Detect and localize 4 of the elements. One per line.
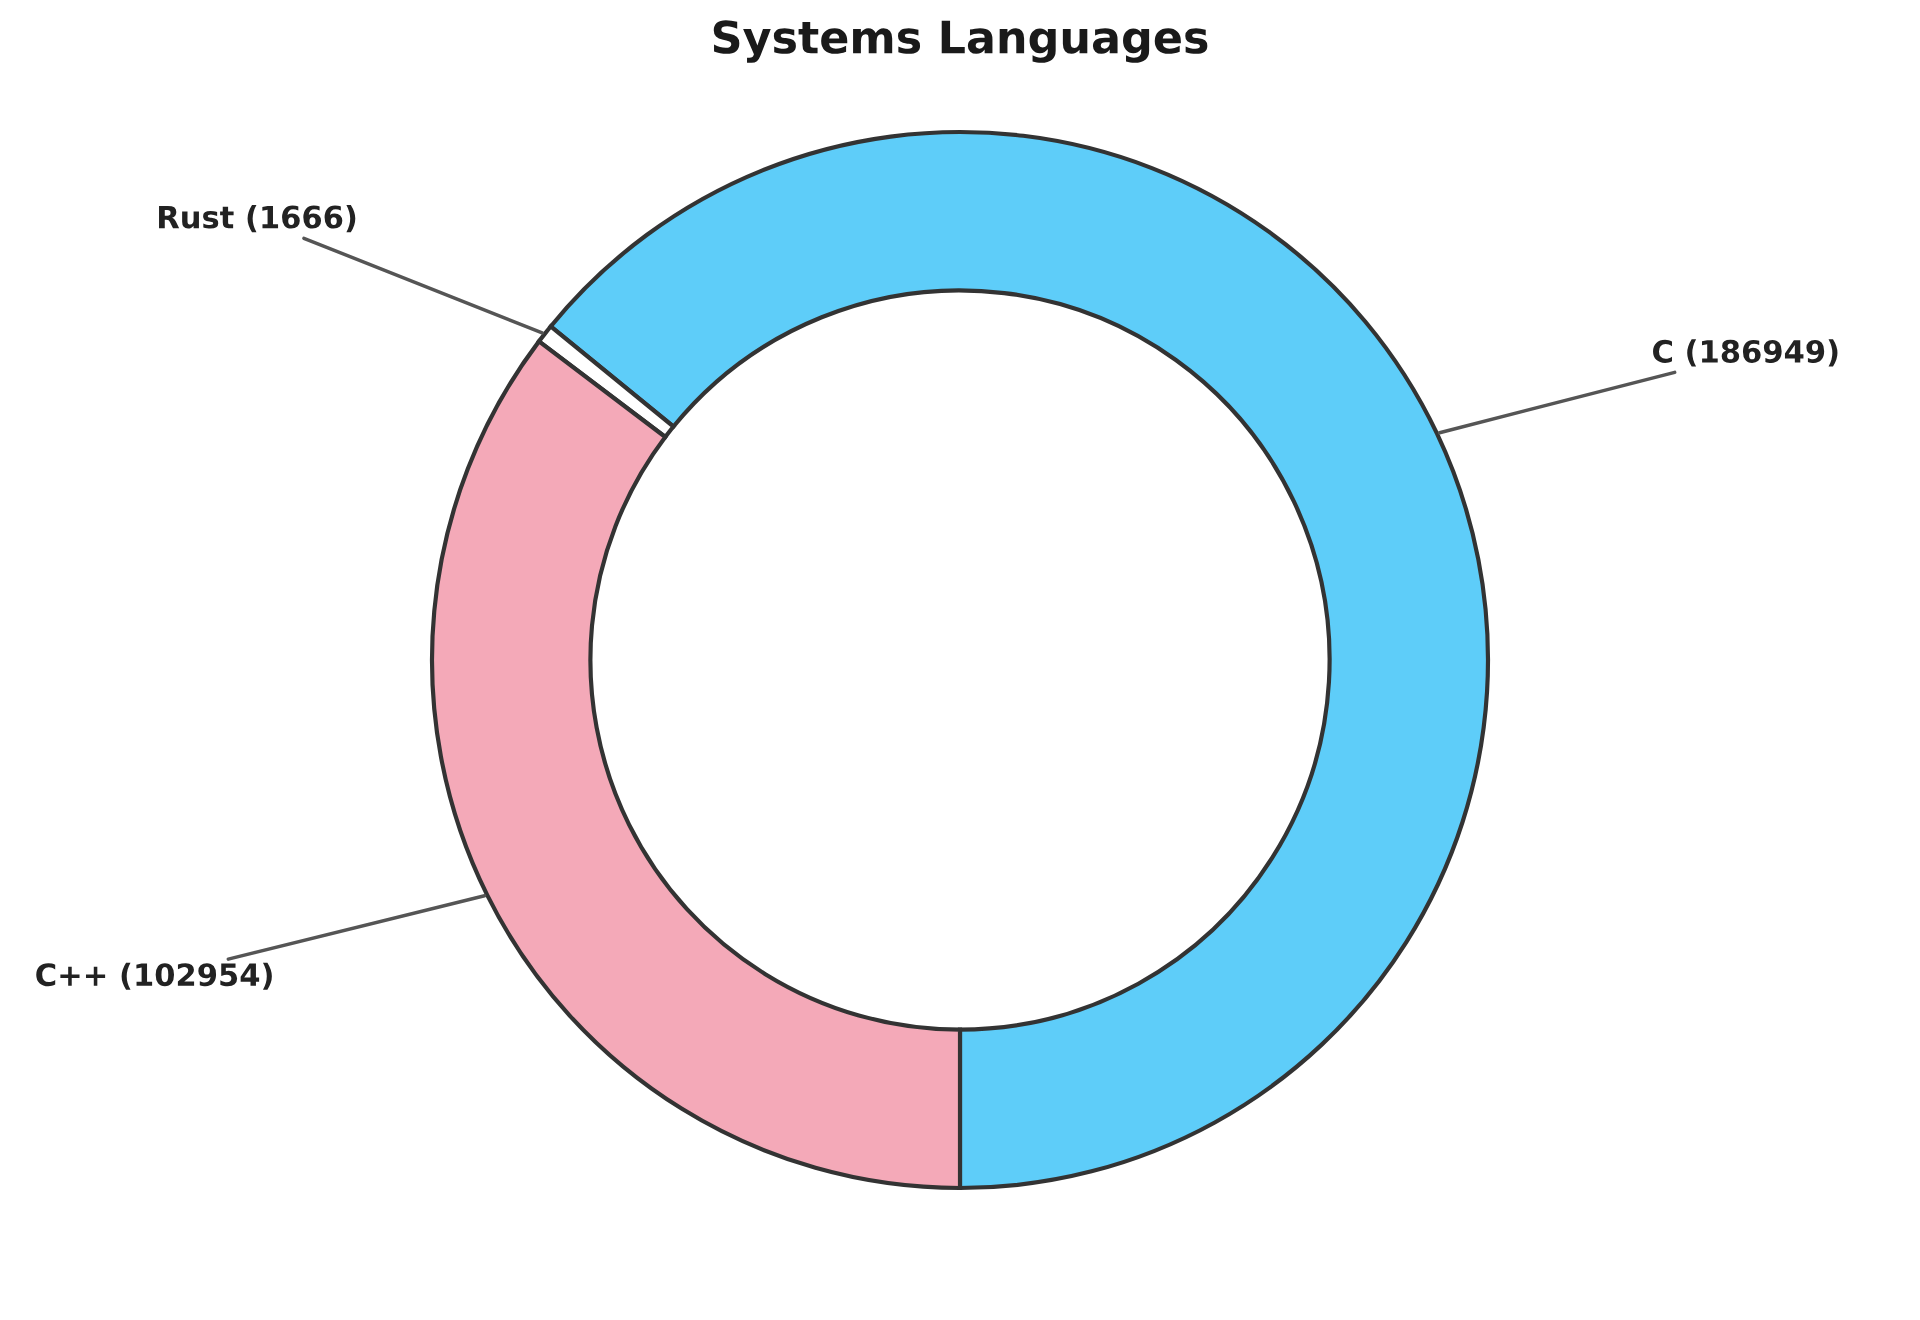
slice-label: Rust (1666)	[159, 204, 356, 233]
slice-label: C (186949)	[1653, 339, 1838, 367]
chart-title: Systems Languages	[713, 20, 1208, 63]
slice-label: C++ (102954)	[36, 962, 272, 990]
